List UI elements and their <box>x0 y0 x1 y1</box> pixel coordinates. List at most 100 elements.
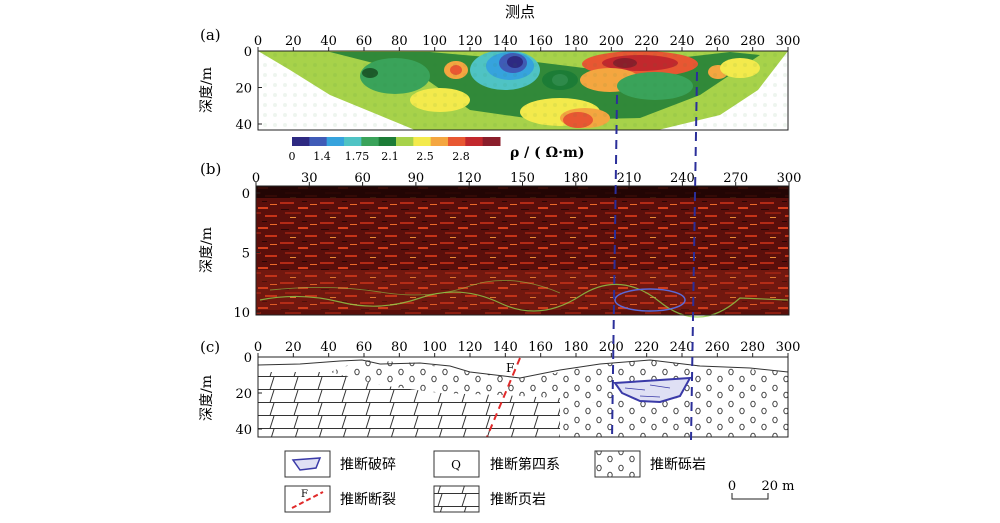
panel-a-y-label: 深度/m <box>199 67 215 113</box>
gpr-image <box>256 186 789 315</box>
gpr-anomaly <box>614 288 686 312</box>
colorbar-swatch <box>344 137 362 146</box>
legend-broken-zone-label: 推断破碎 <box>340 457 396 473</box>
x-tick-label: 30 <box>301 171 318 186</box>
panel-b-y-label: 深度/m <box>199 227 215 273</box>
x-tick-label: 90 <box>408 171 425 186</box>
panel-c: F 0 20 40 60 80 100 120 140 160 180 200 220 240 260 28… <box>199 338 800 438</box>
panel-c-label: (c) <box>200 338 220 356</box>
correlation-line-right <box>690 71 698 441</box>
legend-quaternary-label: 推断第四系 <box>490 456 560 473</box>
scale-bar: 0 20 m <box>728 479 795 500</box>
x-tick-label: 280 <box>740 340 765 355</box>
x-tick-label: 160 <box>528 340 553 355</box>
colorbar-swatch <box>378 137 397 146</box>
x-tick-label: 200 <box>599 34 624 49</box>
x-tick-label: 300 <box>776 34 801 49</box>
y-tick-label: 0 <box>244 351 252 366</box>
colorbar-tick-label: 2.1 <box>381 150 399 163</box>
panel-b: 0 30 60 90 120 150 180 210 240 270 300 0 5 10 (b) 深度… <box>199 160 801 321</box>
x-tick-label: 220 <box>634 340 659 355</box>
x-tick-label: 80 <box>391 340 408 355</box>
colorbar-tick-label: 1.4 <box>313 150 331 163</box>
x-tick-label: 220 <box>634 34 659 49</box>
x-tick-label: 260 <box>705 34 730 49</box>
x-tick-label: 160 <box>528 34 553 49</box>
panel-c-y-label: 深度/m <box>199 375 215 421</box>
x-tick-label: 240 <box>670 171 695 186</box>
x-tick-label: 300 <box>777 171 802 186</box>
x-tick-label: 20 <box>285 340 302 355</box>
colorbar: 0 1.4 1.75 2.1 2.5 2.8 <box>289 137 501 163</box>
x-tick-label: 20 <box>285 34 302 49</box>
x-tick-label: 60 <box>354 171 371 186</box>
fault-label: F <box>506 361 514 375</box>
colorbar-swatch <box>448 137 466 146</box>
x-tick-label: 140 <box>493 34 518 49</box>
panel-c-y-ticks: 0 20 40 <box>235 351 262 438</box>
x-tick-label: 150 <box>510 171 535 186</box>
fault-line <box>486 357 521 438</box>
legend-fault-symbol-text: F <box>301 489 308 500</box>
x-tick-label: 80 <box>391 34 408 49</box>
x-tick-label: 140 <box>493 340 518 355</box>
scale-end: 20 m <box>761 479 794 494</box>
legend-conglomerate-label: 推断砾岩 <box>650 457 706 473</box>
x-tick-label: 270 <box>723 171 748 186</box>
x-tick-label: 280 <box>740 34 765 49</box>
panel-b-label: (b) <box>200 160 221 178</box>
x-tick-label: 210 <box>617 171 642 186</box>
colorbar-tick-label: 2.5 <box>416 150 434 163</box>
colorbar-swatch <box>430 137 449 146</box>
colorbar-swatch <box>482 137 501 146</box>
legend: 推断破碎 Q 推断第四系 推断砾岩 F 推断断裂 推断页岩 0 20 m <box>284 450 795 513</box>
legend-broken-zone-symbol <box>284 450 331 478</box>
y-tick-label: 40 <box>235 118 252 133</box>
x-tick-label: 0 <box>252 171 260 186</box>
legend-conglomerate-symbol <box>594 450 641 478</box>
x-tick-label: 40 <box>320 34 337 49</box>
x-tick-label: 180 <box>564 34 589 49</box>
colorbar-label: ρ / ( Ω·m) <box>510 145 584 161</box>
y-tick-label: 20 <box>235 82 252 97</box>
y-tick-label: 20 <box>235 387 252 402</box>
colorbar-swatch <box>361 137 380 146</box>
x-tick-label: 60 <box>356 340 373 355</box>
y-tick-label: 10 <box>233 306 250 321</box>
x-tick-label: 40 <box>320 340 337 355</box>
colorbar-tick-label: 2.8 <box>452 150 470 163</box>
y-tick-label: 0 <box>242 187 250 202</box>
x-tick-label: 300 <box>776 340 801 355</box>
colorbar-swatch <box>413 137 432 146</box>
legend-quaternary-symbol-text: Q <box>451 458 461 472</box>
colorbar-tick-label: 0 <box>289 150 296 163</box>
panel-a-x-ticks: 0 20 40 60 80 100 120 140 160 180 200 220 240 260 280 3… <box>254 34 801 51</box>
x-tick-label: 180 <box>564 340 589 355</box>
x-tick-label: 100 <box>422 34 447 49</box>
panel-a-y-ticks: 0 20 40 <box>235 45 262 133</box>
panel-a-title: 测点 <box>505 3 535 21</box>
x-tick-label: 0 <box>254 340 262 355</box>
legend-shale-symbol <box>433 485 480 513</box>
y-tick-label: 5 <box>242 247 250 262</box>
panel-a-label: (a) <box>200 26 221 44</box>
x-tick-label: 0 <box>254 34 262 49</box>
x-tick-label: 100 <box>422 340 447 355</box>
x-tick-label: 260 <box>705 340 730 355</box>
panel-c-frame <box>257 356 789 438</box>
x-tick-label: 120 <box>458 340 483 355</box>
panel-a: 0 20 40 60 80 100 120 140 160 180 200 220 240 260 280 3… <box>199 3 800 163</box>
x-tick-label: 60 <box>356 34 373 49</box>
x-tick-label: 120 <box>457 171 482 186</box>
colorbar-tick-label: 1.75 <box>345 150 370 163</box>
y-tick-label: 40 <box>235 423 252 438</box>
x-tick-label: 240 <box>670 34 695 49</box>
panel-c-x-ticks: 0 20 40 60 80 100 120 140 160 180 200 220 240 260 280 3… <box>254 340 801 357</box>
panel-b-x-ticks: 0 30 60 90 120 150 180 210 240 270 300 <box>252 171 802 186</box>
resistivity-section <box>258 51 788 130</box>
colorbar-swatch <box>465 137 484 146</box>
legend-shale-label: 推断页岩 <box>490 492 546 508</box>
y-tick-label: 0 <box>244 45 252 60</box>
broken-zone <box>613 376 692 404</box>
panel-b-y-ticks: 0 5 10 <box>233 187 260 321</box>
